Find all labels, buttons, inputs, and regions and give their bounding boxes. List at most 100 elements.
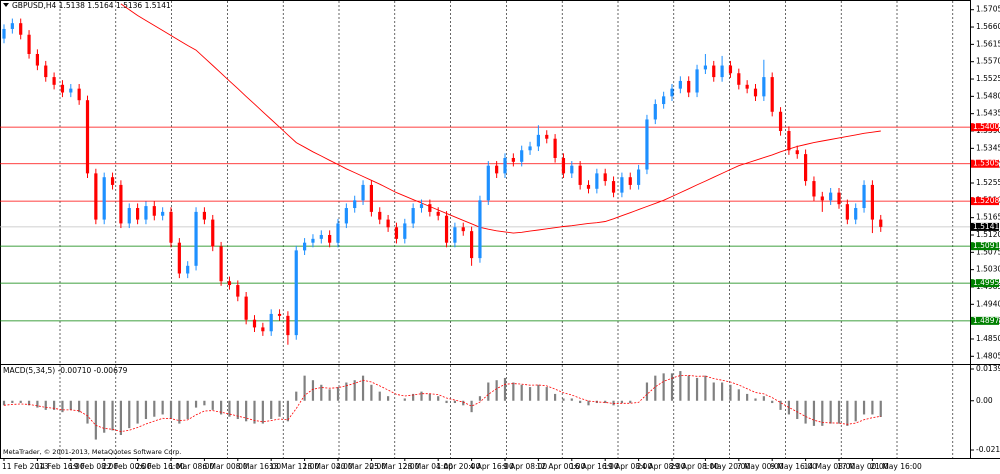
candle-body xyxy=(678,80,682,89)
candle-body xyxy=(10,23,14,29)
x-tick-label: 16 Apr 16:00 xyxy=(570,462,619,471)
x-tick-label: 29 Apr 08:00 xyxy=(670,462,719,471)
y-tick-label: 1.5525 xyxy=(976,74,1000,83)
candle-body xyxy=(728,65,733,74)
candle-body xyxy=(428,204,432,212)
level-tag xyxy=(971,279,999,288)
candle-body xyxy=(545,134,549,139)
x-tick-label: 9 Apr 08:00 xyxy=(503,462,547,471)
x-tick-label: 21 May 16:00 xyxy=(870,462,922,471)
candle-body xyxy=(620,177,624,193)
candle-body xyxy=(778,111,783,132)
candle-body xyxy=(695,69,699,93)
x-tick-label: 6 Mar 00:00 xyxy=(202,462,248,471)
candle-body xyxy=(804,154,808,182)
candle-body xyxy=(378,211,382,220)
candle-body xyxy=(553,138,557,158)
candle-body xyxy=(653,104,657,120)
candle-body xyxy=(69,88,73,93)
candle-body xyxy=(470,231,474,259)
candle-body xyxy=(144,206,148,220)
candle-body xyxy=(720,65,724,78)
candle-body xyxy=(645,119,649,170)
candle-body xyxy=(361,184,365,201)
candle-body xyxy=(110,177,115,185)
candle-body xyxy=(152,206,156,216)
x-tick-label: 1 Apr 20:00 xyxy=(436,462,480,471)
level-tag xyxy=(971,123,999,132)
candle-body xyxy=(277,313,282,316)
x-tick-label: 17 May 00:00 xyxy=(837,462,889,471)
candle-body xyxy=(787,131,791,151)
candle-body xyxy=(520,150,524,162)
menu-arrow[interactable] xyxy=(3,3,9,7)
candle-body xyxy=(854,208,858,220)
candle-body xyxy=(252,319,257,328)
candle-body xyxy=(795,150,799,155)
candle-body xyxy=(812,181,816,197)
y-tick-label: 1.5120 xyxy=(976,230,1000,239)
level-label: 1.5400 xyxy=(973,122,999,131)
x-tick-label: 8 Mar 16:00 xyxy=(236,462,282,471)
candle-body xyxy=(94,173,98,220)
candle-body xyxy=(311,238,315,243)
candle-body xyxy=(35,53,39,66)
candle-body xyxy=(603,173,607,182)
candle-body xyxy=(127,208,131,224)
x-tick-label: 24 Apr 08:00 xyxy=(637,462,686,471)
candle-body xyxy=(77,88,81,101)
x-tick-label: 13 Mar 12:00 xyxy=(269,462,319,471)
candle-body xyxy=(570,165,574,174)
candle-body xyxy=(820,196,824,201)
level-label: 1.5305 xyxy=(973,159,999,168)
candle-body xyxy=(662,96,666,105)
x-tick-label: 25 Mar 12:00 xyxy=(369,462,419,471)
candle-body xyxy=(336,223,340,243)
x-tick-label: 12 Apr 00:00 xyxy=(536,462,585,471)
candle-body xyxy=(328,234,332,243)
level-label: 1.4995 xyxy=(973,278,999,287)
candle-body xyxy=(436,211,440,216)
x-tick-label: 18 Mar 04:00 xyxy=(303,462,353,471)
x-tick-label: 14 Feb 16:00 xyxy=(35,462,84,471)
level-tag xyxy=(971,159,999,168)
last-price-tag xyxy=(971,222,999,231)
candle-body xyxy=(536,134,540,147)
x-tick-label: 11 Feb 2013 xyxy=(2,462,49,471)
x-tick-label: 28 Mar 04:00 xyxy=(403,462,453,471)
candle-body xyxy=(227,281,232,286)
candle-body xyxy=(102,177,106,220)
candle-body xyxy=(870,184,874,220)
candle-body xyxy=(737,73,741,85)
candle-body xyxy=(44,65,48,78)
candle-body xyxy=(194,211,198,266)
y-tick-label: 0.00 xyxy=(976,396,993,405)
candle-body xyxy=(60,84,65,93)
copyright: MetaTrader, © 2001-2013, MetaQuotes Soft… xyxy=(3,448,181,456)
x-tick-label: 26 Feb 16:00 xyxy=(136,462,185,471)
candle-body xyxy=(344,208,348,224)
candle-body xyxy=(411,208,415,224)
candle-body xyxy=(712,65,716,78)
candle-body xyxy=(19,23,23,35)
y-tick-label: 1.5705 xyxy=(976,5,1000,14)
candle-body xyxy=(561,157,566,174)
candle-body xyxy=(136,208,140,220)
candle-body xyxy=(186,265,190,274)
level-tag xyxy=(971,197,999,206)
candle-body xyxy=(478,200,482,259)
level-label: 1.4897 xyxy=(973,316,999,325)
level-label: 1.5208 xyxy=(973,196,999,205)
y-tick-label: 1.5435 xyxy=(976,109,1000,118)
candle-body xyxy=(687,80,691,93)
candle-body xyxy=(745,84,749,89)
x-tick-label: 4 Apr 16:00 xyxy=(470,462,514,471)
candle-body xyxy=(386,219,390,228)
candle-body xyxy=(461,227,465,232)
candle-body xyxy=(161,211,165,216)
y-tick-label: 1.5480 xyxy=(976,91,1000,100)
x-tick-label: 1 Mar 08:00 xyxy=(169,462,215,471)
chart-title: GBPUSD,H4 1.5138 1.5164 1.5136 1.5141 xyxy=(12,1,171,10)
